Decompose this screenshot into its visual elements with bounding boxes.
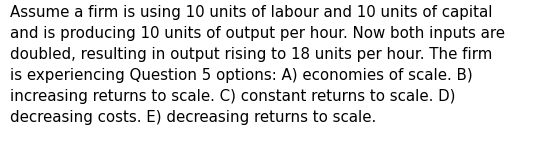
Text: Assume a firm is using 10 units of labour and 10 units of capital
and is produci: Assume a firm is using 10 units of labou… [10, 5, 505, 125]
